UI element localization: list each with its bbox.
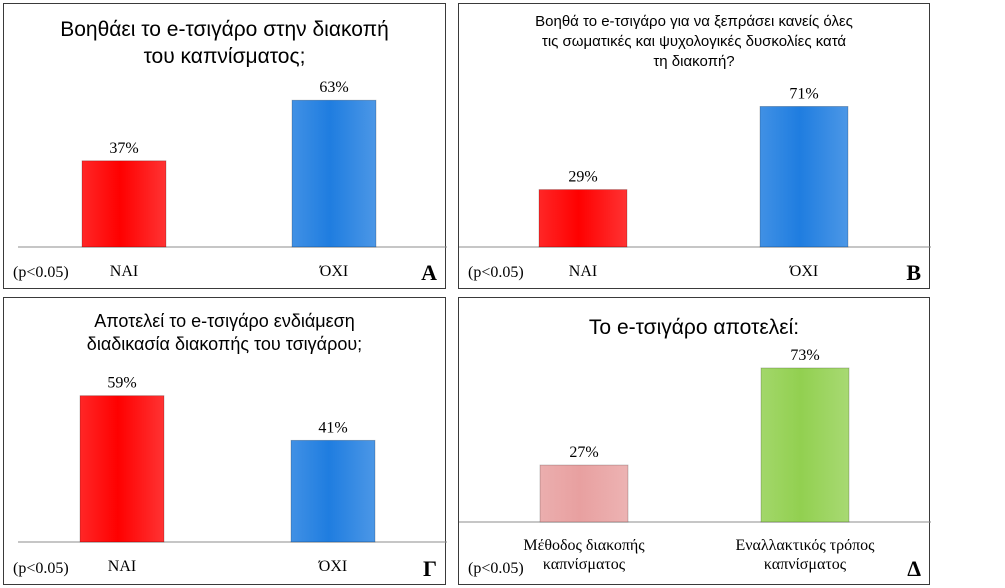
chart-title: Βοηθά το e-τσιγάρο για να ξεπράσει κανεί… xyxy=(535,13,853,70)
data-label: 71% xyxy=(789,85,818,102)
p-value-label: (p<0.05) xyxy=(468,264,524,281)
data-label: 27% xyxy=(569,444,598,461)
category-label: Μέθοδος διακοπής καπνίσματος xyxy=(523,537,645,573)
chart-panel-b: Βοηθά το e-τσιγάρο για να ξεπράσει κανεί… xyxy=(458,3,931,289)
chart-title: Το e-τσιγάρο αποτελεί: xyxy=(588,316,800,339)
bar-1 xyxy=(290,439,376,543)
category-label: ΌΧΙ xyxy=(319,263,348,280)
chart-panel-d: Το e-τσιγάρο αποτελεί: 27% Μέθοδος διακοπ… xyxy=(458,297,931,585)
bar-1 xyxy=(760,367,850,523)
category-label: NAI xyxy=(108,558,136,575)
panel-letter: B xyxy=(906,260,921,285)
p-value-label: (p<0.05) xyxy=(468,560,524,577)
p-value-label: (p<0.05) xyxy=(13,264,69,281)
category-label: NAI xyxy=(110,263,138,280)
data-label: 41% xyxy=(318,419,347,436)
bar-chart-b: 29% NAI 71% ΌΧΙ xyxy=(459,85,931,280)
category-label: NAI xyxy=(569,263,597,280)
bar-chart-a: 37% NAI 63% ΌΧΙ xyxy=(18,79,447,280)
panel-letter: Γ xyxy=(423,556,437,581)
p-value-label: (p<0.05) xyxy=(13,560,69,577)
data-label: 63% xyxy=(319,79,348,96)
data-label: 73% xyxy=(790,347,819,364)
data-label: 59% xyxy=(107,375,136,392)
chart-panel-a: Βοηθάει το e-τσιγάρο στην διακοπή του κα… xyxy=(3,3,447,289)
bar-chart-c: 59% NAI 41% ΌΧΙ xyxy=(18,375,447,575)
bar-chart-d: 27% Μέθοδος διακοπής καπνίσματος 73% Εναλλακ… xyxy=(459,347,931,573)
bar-0 xyxy=(81,160,167,248)
bar-0 xyxy=(539,464,629,523)
panel-letter: A xyxy=(421,260,437,285)
bar-1 xyxy=(759,106,849,248)
chart-panel-c: Αποτελεί το e-τσιγάρο ενδιάμεση διαδικασ… xyxy=(3,297,447,585)
panel-letter: Δ xyxy=(907,556,921,581)
category-label: Εναλλακτικός τρόπος καπνίσματος xyxy=(736,537,876,573)
chart-title: Βοηθάει το e-τσιγάρο στην διακοπή του κα… xyxy=(60,18,389,68)
chart-title: Αποτελεί το e-τσιγάρο ενδιάμεση διαδικασ… xyxy=(86,311,363,354)
category-label: ΌΧΙ xyxy=(789,263,818,280)
bar-0 xyxy=(538,189,628,248)
bar-1 xyxy=(291,99,377,248)
category-label: ΌΧΙ xyxy=(318,558,347,575)
data-label: 37% xyxy=(109,140,138,157)
data-label: 29% xyxy=(568,169,597,186)
bar-0 xyxy=(79,395,165,543)
